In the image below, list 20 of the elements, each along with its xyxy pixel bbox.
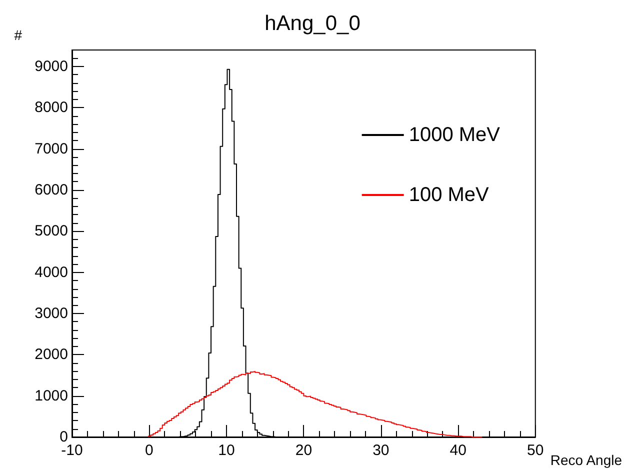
x-axis-title: Reco Angle [550,452,622,468]
y-axis-title: # [14,27,22,43]
x-tick-label: 40 [450,442,466,459]
x-tick-label: 50 [527,442,544,459]
y-tick-label: 7000 [34,140,68,158]
y-tick-label: 2000 [34,346,68,364]
y-tick-label: 5000 [34,222,68,240]
legend-label: 1000 MeV [408,124,501,146]
y-tick-label: 1000 [34,387,68,404]
y-tick-label: 4000 [34,264,68,281]
x-tick-label: 20 [295,442,312,459]
chart-title: hAng_0_0 [264,12,360,35]
x-tick-label: 0 [145,442,154,459]
x-tick-label: 30 [372,442,390,459]
y-tick-label: 8000 [34,99,68,116]
legend-label: 100 MeV [408,184,490,206]
y-tick-label: 9000 [34,58,68,75]
y-tick-label: 3000 [34,304,68,322]
x-tick-label: 10 [218,442,235,459]
y-tick-label: 6000 [34,181,68,198]
